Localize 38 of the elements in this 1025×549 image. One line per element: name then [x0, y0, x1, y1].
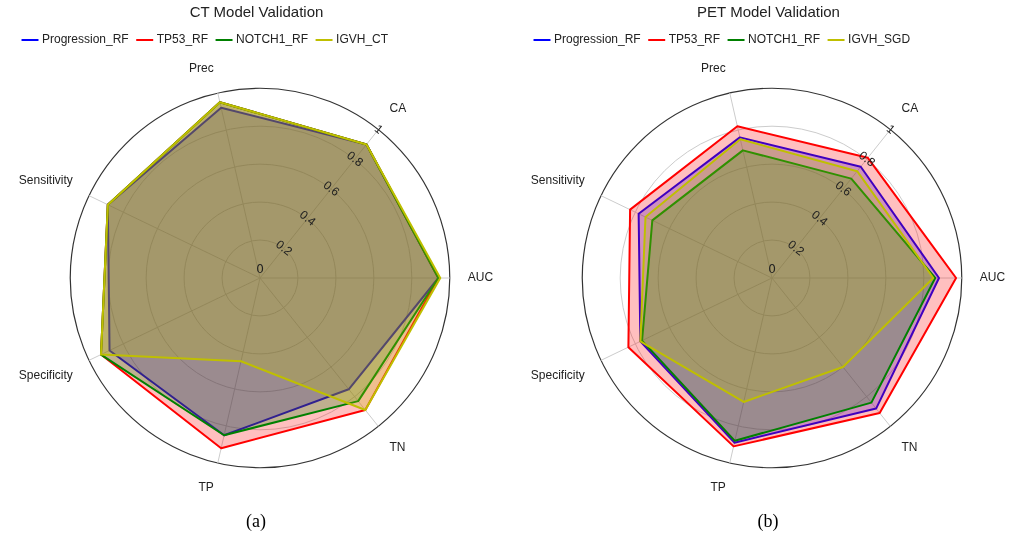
- spoke-label: AUC: [979, 270, 1005, 285]
- spoke-label: TN: [901, 439, 918, 454]
- spoke-label: Prec: [188, 60, 214, 75]
- y-tick-label: 0: [767, 262, 776, 277]
- y-tick-label: 0.6: [320, 177, 343, 200]
- y-tick-label: 0.4: [808, 207, 831, 229]
- spoke-label: AUC: [467, 270, 493, 285]
- spoke-label: Prec: [700, 60, 726, 75]
- y-tick-label: 0.2: [784, 237, 807, 259]
- text: (a): [246, 511, 266, 532]
- legend-label: TP53_RF: [156, 32, 208, 47]
- spoke-label: TP: [197, 480, 214, 495]
- legend-label: Progression_RF: [41, 32, 129, 47]
- legend-label: NOTCH1_RF: [747, 32, 820, 47]
- spoke-label: TP: [709, 480, 726, 495]
- y-tick-label: 0.4: [296, 207, 319, 229]
- y-tick-label: 0.2: [272, 237, 295, 259]
- spoke-label: Specificity: [18, 367, 73, 382]
- spoke-label: CA: [389, 100, 406, 115]
- text: (b): [757, 511, 779, 532]
- y-tick-label: 0: [255, 262, 264, 277]
- y-tick-label: 1: [371, 121, 386, 137]
- y-tick-label: 0.8: [855, 148, 878, 170]
- spoke-label: TN: [389, 439, 406, 454]
- spoke-label: Specificity: [530, 367, 585, 382]
- spoke-label: Sensitivity: [18, 172, 73, 187]
- chart-title: PET Model Validation: [696, 3, 840, 21]
- spoke-label: Sensitivity: [530, 172, 585, 187]
- spoke-label: CA: [901, 100, 918, 115]
- legend-label: NOTCH1_RF: [235, 32, 308, 47]
- y-tick-label: 0.8: [343, 148, 366, 170]
- chart-title: CT Model Validation: [189, 3, 323, 21]
- legend-label: TP53_RF: [668, 32, 720, 47]
- y-tick-label: 1: [883, 121, 898, 137]
- legend-label: Progression_RF: [553, 32, 641, 47]
- legend-label: IGVH_CT: [335, 32, 389, 47]
- legend-label: IGVH_SGD: [847, 32, 910, 47]
- y-tick-label: 0.6: [832, 177, 855, 200]
